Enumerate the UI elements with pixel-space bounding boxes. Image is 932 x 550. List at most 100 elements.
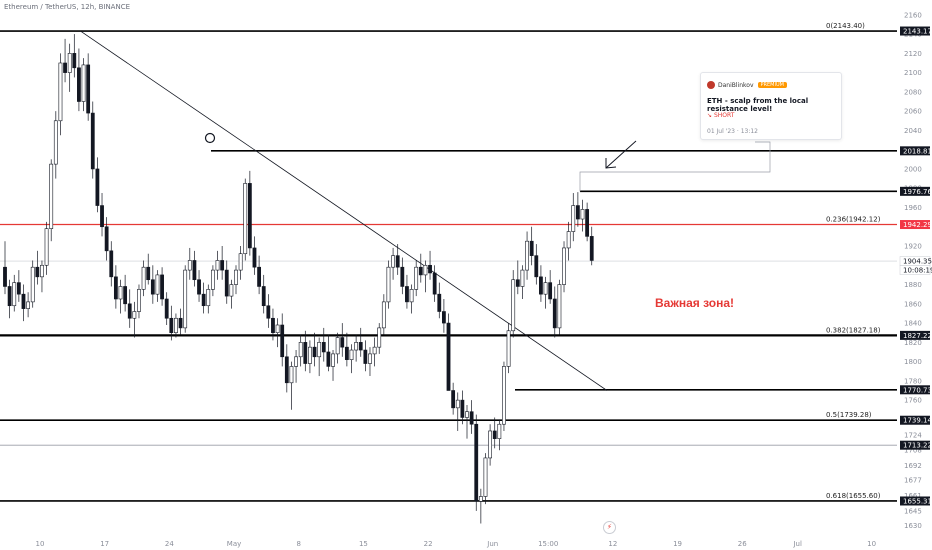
candle-body [395,255,400,268]
price-tag-label: 2143.17 [903,28,932,36]
candle-body [492,430,497,439]
candle-body [229,284,234,297]
candle-body [566,231,571,249]
candle-body [488,430,493,459]
candle-body [224,269,229,297]
author-avatar-icon [707,81,715,89]
fib-level-label: 0.236(1942.12) [826,216,881,224]
idea-card[interactable]: DaniBlinkov PREMIUM ETH - scalp from the… [700,72,842,140]
price-tag-label: 1827.22 [903,332,932,340]
candle-body [520,269,525,287]
candle-body [414,266,419,290]
candle-body [49,163,54,229]
candle-body [30,266,35,303]
candle-body [432,272,437,295]
candle-body [220,260,225,271]
y-tick-label: 1800 [904,358,922,366]
candle-body [552,298,557,329]
price-tag-label: 2018.81 [903,147,932,155]
candle-body [298,342,303,358]
y-tick-label: 2120 [904,50,922,58]
candle-body [511,279,516,332]
lightning-icon[interactable]: ⚡ [603,521,616,534]
candle-body [340,337,345,348]
candle-body [174,317,178,334]
price-tag-label: 1976.76 [903,188,932,196]
candle-body [451,390,456,409]
candle-body [428,264,432,274]
price-tag [900,146,930,156]
candle-body [391,255,395,268]
candle-body [86,64,91,114]
price-tag [900,496,930,506]
candle-body [284,356,289,384]
candle-body [95,168,100,206]
candle-body [326,351,331,367]
candle-body [178,317,183,329]
candle-body [127,303,132,319]
y-tick-label: 1724 [904,431,922,439]
candle-body [465,411,469,418]
candle-body [525,240,529,271]
candle-body [183,269,188,329]
candle-body [405,286,409,303]
candle-body [548,282,553,300]
x-tick-label: May [227,540,241,548]
y-tick-label: 1860 [904,300,922,308]
price-tag [900,186,930,196]
candle-body [238,253,243,271]
candle-body [169,317,174,334]
price-tag [900,220,930,230]
candle-body [201,293,206,307]
arrow-line [605,140,637,169]
y-tick-label: 1780 [904,377,922,385]
y-tick-label: 1661 [904,492,922,500]
candle-body [104,226,109,252]
candle-body [312,346,317,358]
candle-body [441,311,446,324]
idea-author[interactable]: DaniBlinkov [718,81,754,89]
candle-body [358,342,363,351]
x-tick-label: 8 [296,540,300,548]
y-tick-label: 2160 [904,11,922,19]
candle-body [137,289,141,312]
y-tick-label: 1820 [904,339,922,347]
candle-body [571,205,576,232]
y-tick-label: 1708 [904,447,922,455]
candle-body [197,279,201,295]
candle-body [460,399,465,418]
price-tag-label: 1713.22 [903,442,932,450]
candle-body [539,276,543,295]
candle-body [478,496,483,502]
candle-body [446,322,451,391]
candle-body [377,327,382,348]
candle-body [150,279,155,295]
candle-body [77,67,81,102]
candle-body [423,264,428,276]
trendline [80,30,608,391]
candle-body [469,411,474,425]
candle-body [483,457,488,497]
idea-direction-label: SHORT [713,112,735,119]
countdown-tag [899,265,931,275]
candle-body [12,282,17,307]
idea-title[interactable]: ETH - scalp from the local resistance le… [707,97,809,113]
price-tag [900,26,930,36]
y-tick-label: 1960 [904,204,922,212]
candle-body [589,236,594,261]
candle-body [354,342,359,351]
candle-body [252,247,257,268]
candle-body [72,53,77,69]
candle-body [418,266,423,276]
candle-body [437,293,442,312]
grey-frame-drawing [579,141,771,192]
candle-body [317,342,322,358]
candle-body [474,423,479,502]
candle-body [335,337,340,355]
candle-body [40,264,44,278]
fib-level-label: 0.382(1827.18) [826,326,881,334]
candle-body [280,324,285,358]
time-axis-background [0,535,932,550]
